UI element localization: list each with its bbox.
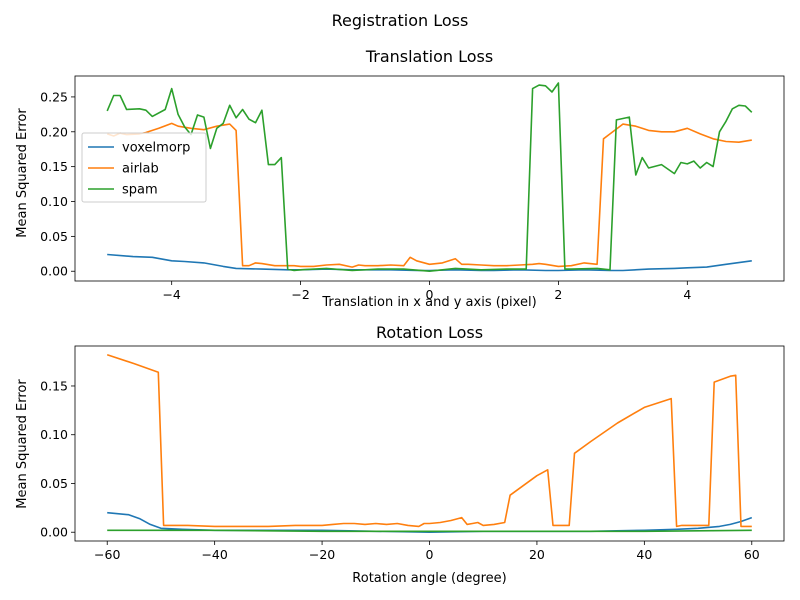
rotation-x-tick-label: 0 [426, 547, 434, 562]
translation-x-tick-label: 2 [554, 287, 562, 302]
rotation-series-lines [106, 354, 753, 533]
rotation-series-airlab [106, 354, 752, 528]
rotation-x-tick-label: 40 [636, 547, 652, 562]
translation-y-tick-label: 0.15 [40, 159, 68, 174]
rotation-x-tick-label: 20 [529, 547, 545, 562]
rotation-series-spam [107, 529, 752, 533]
translation-y-tick-label: 0.20 [40, 124, 68, 139]
rotation-y-axis-label: Mean Squared Error [15, 379, 30, 509]
translation-plot-frame [74, 75, 785, 282]
translation-x-tick-label: −4 [162, 287, 180, 302]
translation-x-tick-label: −2 [291, 287, 309, 302]
rotation-x-tick-label: 60 [744, 547, 760, 562]
translation-x-tick-label: 0 [426, 287, 434, 302]
rotation-y-tick-label: 0.00 [40, 525, 68, 540]
legend-label-spam: spam [122, 183, 158, 198]
legend-label-voxelmorp: voxelmorp [122, 141, 190, 156]
translation-x-tick-label: 4 [683, 287, 691, 302]
rotation-series-voxelmorp [107, 511, 753, 533]
translation-y-tick-label: 0.00 [40, 264, 68, 279]
translation-series-airlab [106, 122, 752, 268]
translation-axis-ticks: −4 −2 0 2 4 0.00 0.05 0.10 0.15 0.20 0.25 [40, 89, 691, 302]
translation-y-tick-label: 0.05 [40, 229, 68, 244]
translation-x-axis-label: Translation in x and y axis (pixel) [321, 295, 536, 310]
rotation-loss-chart: Rotation Loss Rotation angle (degree) Me… [15, 323, 785, 586]
translation-y-axis-label: Mean Squared Error [15, 108, 30, 238]
rotation-axis-ticks: −60 −40 −20 0 20 40 60 0.00 0.05 0.10 0.15 [40, 378, 760, 562]
translation-loss-chart: Translation Loss Translation in x and y … [15, 47, 785, 310]
figure-suptitle: Registration Loss [332, 11, 469, 30]
rotation-chart-title: Rotation Loss [376, 323, 483, 342]
translation-y-tick-label: 0.10 [40, 194, 68, 209]
rotation-y-tick-label: 0.15 [40, 378, 68, 393]
legend-label-airlab: airlab [122, 162, 159, 177]
rotation-y-tick-label: 0.10 [40, 427, 68, 442]
rotation-x-tick-label: −40 [201, 547, 227, 562]
rotation-plot-frame [74, 345, 785, 542]
rotation-x-tick-label: −20 [309, 547, 335, 562]
rotation-y-tick-label: 0.05 [40, 476, 68, 491]
rotation-x-tick-label: −60 [94, 547, 120, 562]
rotation-x-axis-label: Rotation angle (degree) [352, 571, 506, 586]
translation-legend: voxelmorp airlab spam [81, 132, 207, 203]
translation-y-tick-label: 0.25 [40, 89, 68, 104]
legend-frame [81, 132, 207, 203]
translation-chart-title: Translation Loss [365, 47, 493, 66]
